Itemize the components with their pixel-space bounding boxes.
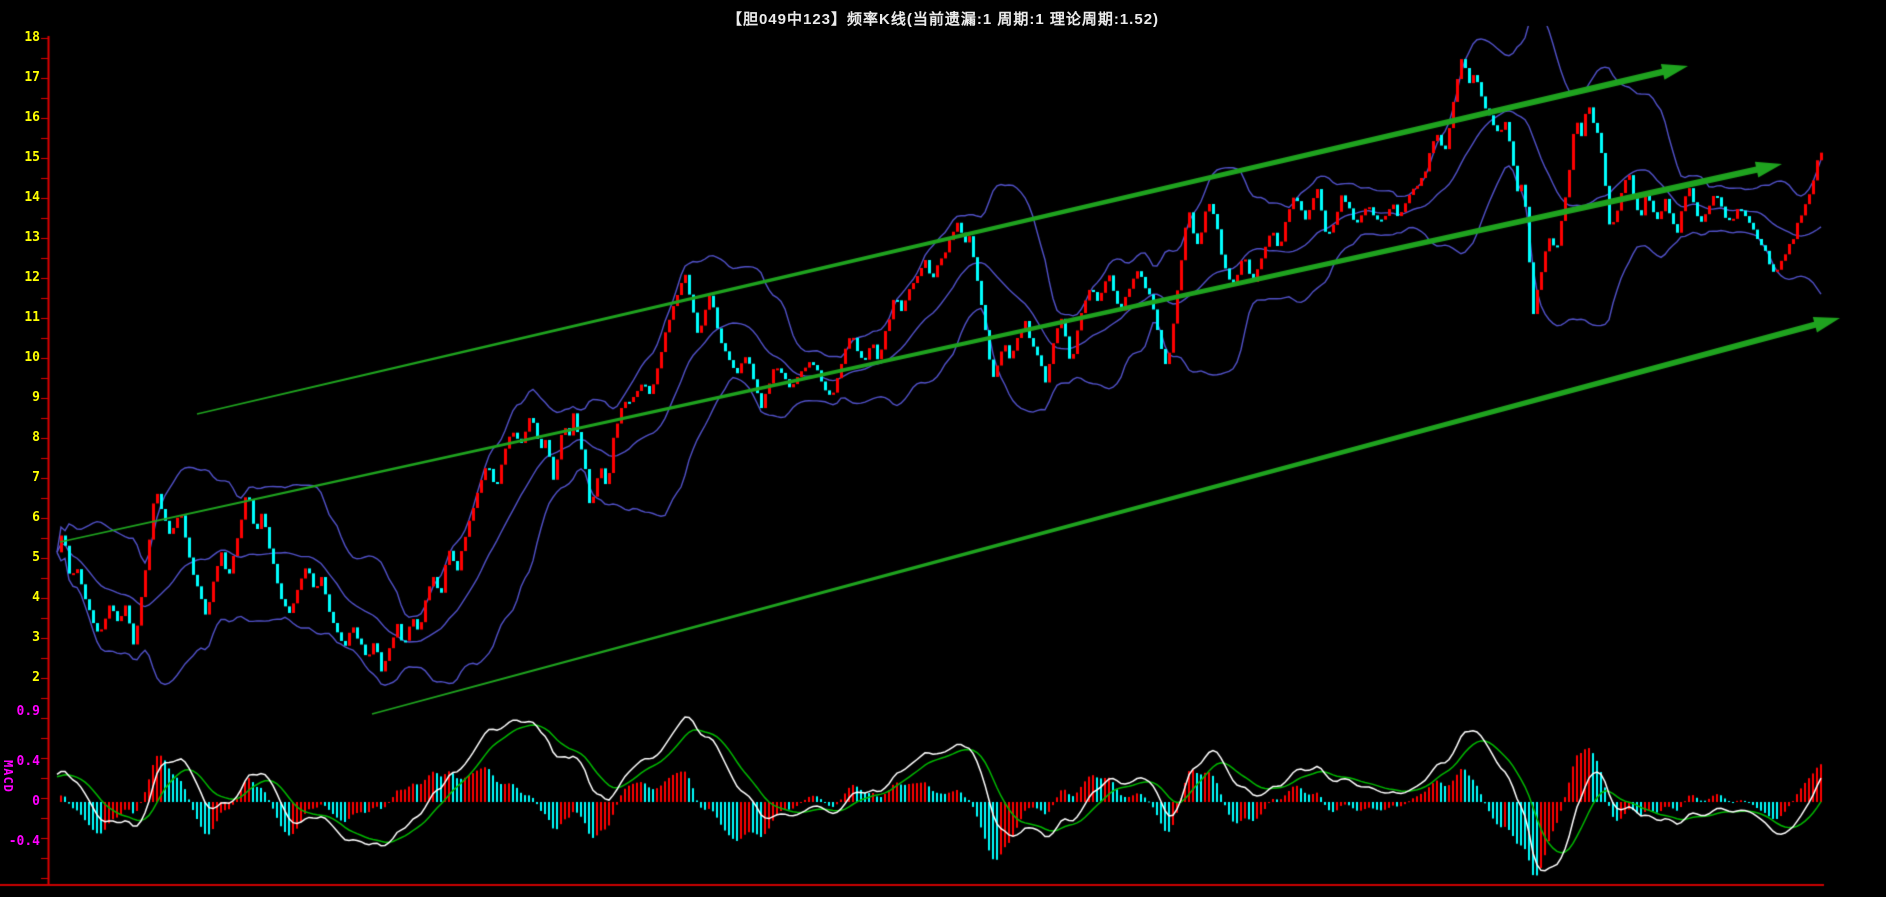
price-tick-label: 4 [32, 590, 40, 605]
macd-tick-label: 0 [32, 794, 40, 809]
macd-panel-label: MACD [1, 760, 15, 793]
price-tick-label: 6 [32, 510, 40, 525]
price-tick-label: 5 [32, 550, 40, 565]
price-tick-label: 3 [32, 630, 40, 645]
price-tick-label: 7 [32, 470, 40, 485]
price-tick-label: 10 [24, 350, 40, 365]
price-tick-label: 12 [24, 270, 40, 285]
price-tick-label: 15 [24, 150, 40, 165]
macd-tick-label: -0.4 [8, 834, 40, 849]
price-tick-label: 8 [32, 430, 40, 445]
price-tick-label: 11 [24, 310, 40, 325]
price-tick-label: 9 [32, 390, 40, 405]
price-tick-label: 17 [24, 70, 40, 85]
price-tick-label: 14 [24, 190, 40, 205]
macd-tick-label: 0.4 [16, 754, 40, 769]
chart-title: 【胆049中123】频率K线(当前遗漏:1 周期:1 理论周期:1.52) [726, 11, 1160, 28]
price-tick-label: 2 [32, 670, 40, 685]
macd-tick-label: 0.9 [16, 704, 40, 719]
price-tick-label: 13 [24, 230, 40, 245]
price-tick-label: 18 [24, 30, 40, 45]
price-tick-label: 16 [24, 110, 40, 125]
